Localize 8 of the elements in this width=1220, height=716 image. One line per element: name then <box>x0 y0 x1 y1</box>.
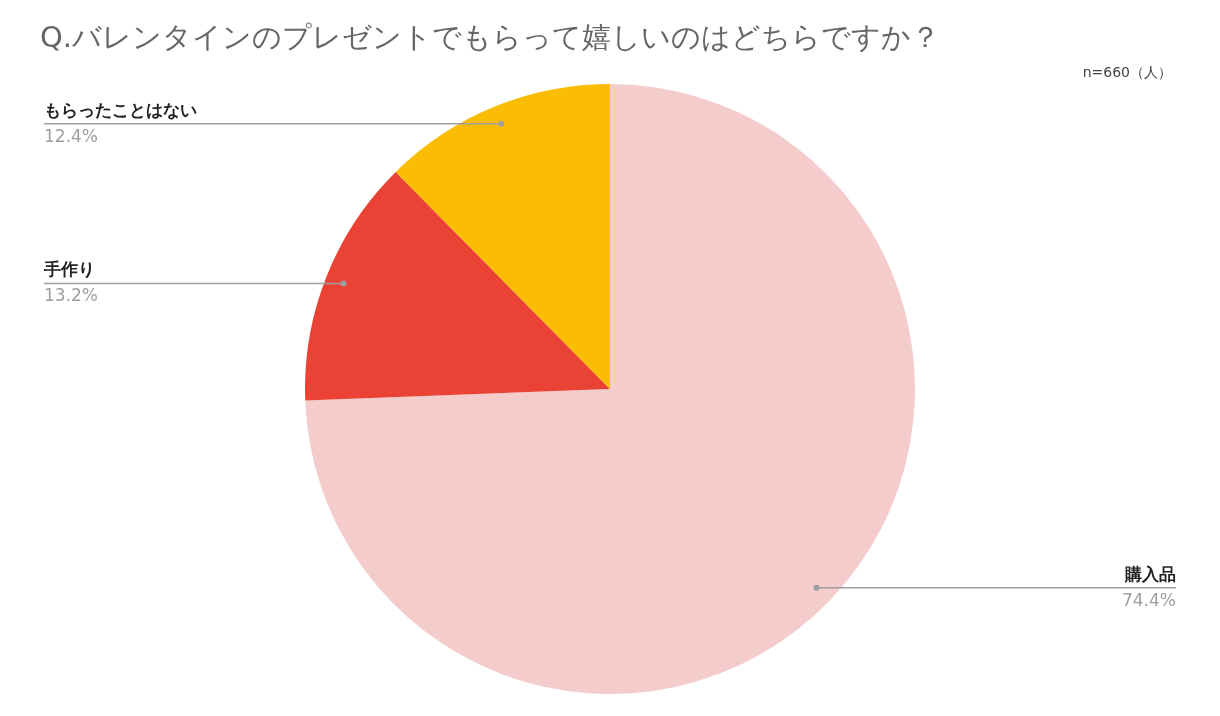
slice-label: 手作り <box>43 259 95 280</box>
chart-title: Q.バレンタインのプレゼントでもらって嬉しいのはどちらですか？ <box>40 19 941 56</box>
data-label: 74.4% <box>1121 589 1176 610</box>
slice-label: 購入品 <box>1124 563 1176 584</box>
data-label: 13.2% <box>44 285 99 306</box>
text: n=660（人） <box>1082 64 1172 82</box>
slice-label: もらったことはない <box>44 99 197 120</box>
data-label: 12.4% <box>44 125 99 146</box>
